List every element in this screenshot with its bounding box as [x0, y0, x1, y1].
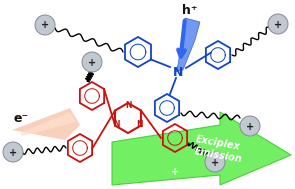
Circle shape — [3, 142, 23, 162]
Text: +: + — [41, 20, 49, 30]
Text: N: N — [173, 67, 183, 80]
Text: +: + — [171, 167, 179, 177]
Circle shape — [268, 14, 288, 34]
Circle shape — [35, 15, 55, 35]
Text: N: N — [114, 120, 120, 129]
Polygon shape — [20, 112, 76, 136]
Text: N: N — [125, 101, 131, 109]
Circle shape — [205, 152, 225, 172]
Polygon shape — [112, 112, 291, 185]
Circle shape — [240, 116, 260, 136]
Text: e⁻: e⁻ — [14, 112, 29, 125]
Text: Emission: Emission — [193, 146, 243, 164]
Text: +: + — [88, 57, 96, 67]
Circle shape — [82, 52, 102, 72]
Polygon shape — [175, 18, 200, 72]
Text: h⁺: h⁺ — [182, 4, 198, 16]
Text: +: + — [274, 19, 282, 29]
Text: +: + — [211, 157, 219, 167]
Text: +: + — [9, 147, 17, 157]
Text: +: + — [246, 122, 254, 132]
Polygon shape — [12, 108, 80, 140]
Text: N: N — [136, 120, 142, 129]
Text: Exciplex: Exciplex — [195, 134, 241, 152]
